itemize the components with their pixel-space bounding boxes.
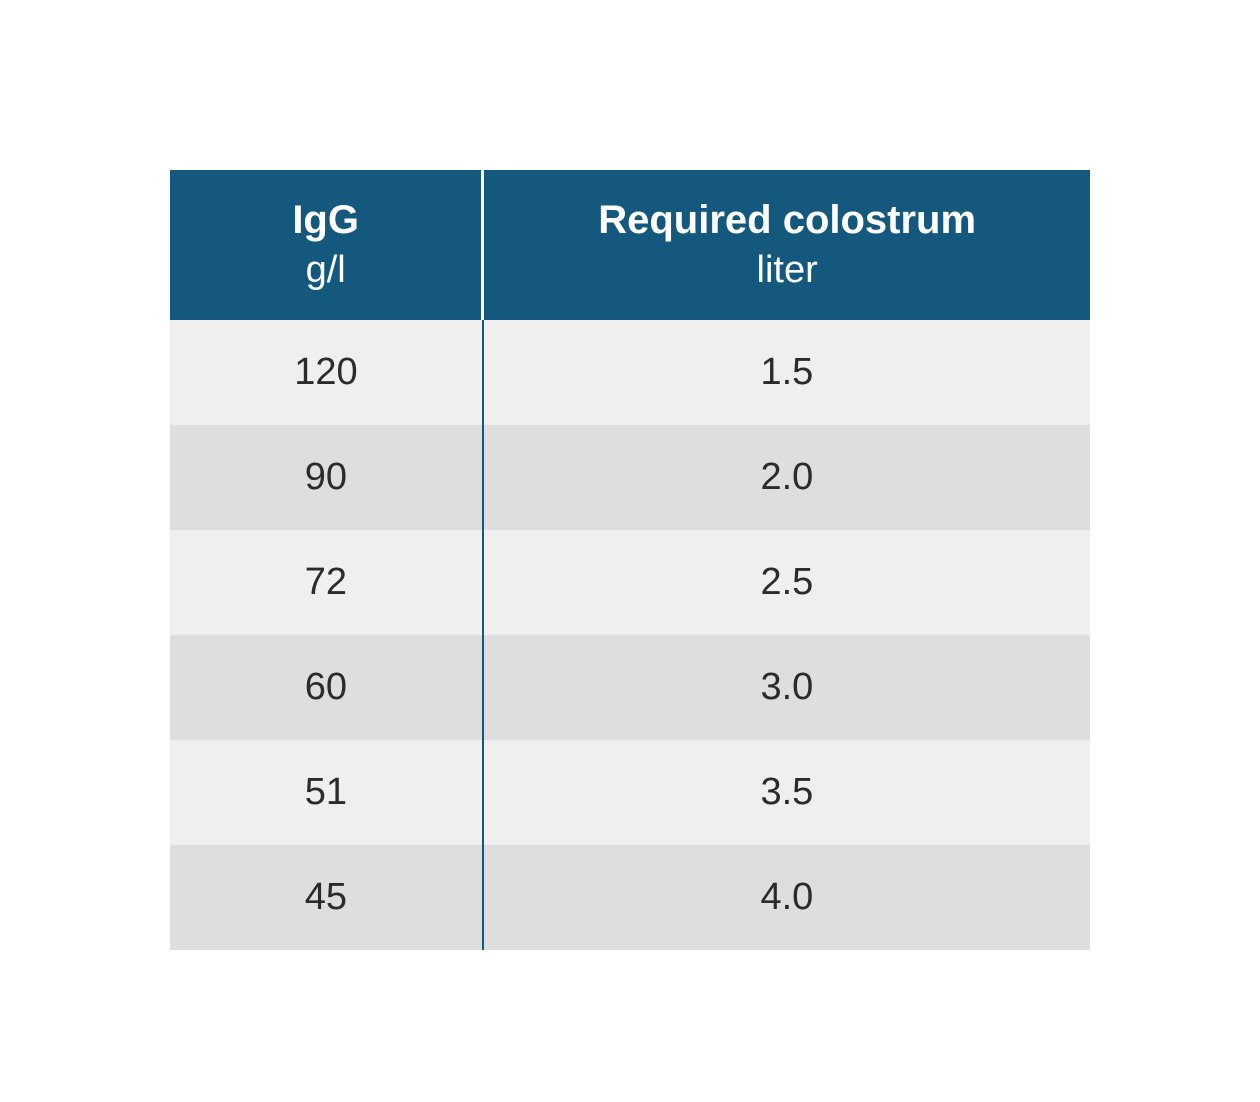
cell-colostrum: 1.5 (483, 320, 1090, 425)
cell-igg: 45 (170, 845, 483, 950)
table-row: 120 1.5 (170, 320, 1090, 425)
cell-colostrum: 2.5 (483, 530, 1090, 635)
cell-igg: 120 (170, 320, 483, 425)
cell-igg: 60 (170, 635, 483, 740)
cell-colostrum: 3.5 (483, 740, 1090, 845)
cell-igg: 51 (170, 740, 483, 845)
header-colostrum-unit: liter (484, 247, 1090, 295)
table-row: 90 2.0 (170, 425, 1090, 530)
header-row: IgG g/l Required colostrum liter (170, 170, 1090, 320)
colostrum-table: IgG g/l Required colostrum liter 120 1.5… (170, 170, 1090, 950)
header-igg: IgG g/l (170, 170, 483, 320)
cell-colostrum: 2.0 (483, 425, 1090, 530)
table-row: 60 3.0 (170, 635, 1090, 740)
table-container: IgG g/l Required colostrum liter 120 1.5… (170, 170, 1090, 950)
cell-colostrum: 3.0 (483, 635, 1090, 740)
cell-colostrum: 4.0 (483, 845, 1090, 950)
header-igg-title: IgG (170, 195, 481, 245)
cell-igg: 72 (170, 530, 483, 635)
header-colostrum-title: Required colostrum (484, 195, 1090, 245)
table-row: 72 2.5 (170, 530, 1090, 635)
header-colostrum: Required colostrum liter (483, 170, 1090, 320)
table-row: 51 3.5 (170, 740, 1090, 845)
header-igg-unit: g/l (170, 247, 481, 295)
table-row: 45 4.0 (170, 845, 1090, 950)
cell-igg: 90 (170, 425, 483, 530)
table-body: 120 1.5 90 2.0 72 2.5 60 3.0 51 3.5 45 4… (170, 320, 1090, 950)
